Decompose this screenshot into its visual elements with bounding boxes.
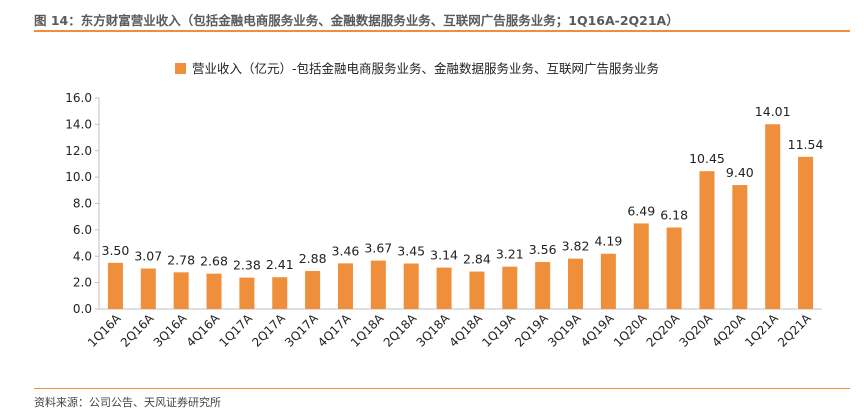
x-tick-label: 4Q19A bbox=[578, 311, 617, 350]
bar bbox=[502, 266, 518, 309]
data-label: 2.68 bbox=[200, 254, 228, 269]
y-tick-label: 10.0 bbox=[65, 170, 92, 184]
bar bbox=[798, 156, 814, 309]
data-label: 2.78 bbox=[167, 252, 195, 267]
data-label: 2.88 bbox=[299, 251, 327, 266]
data-label: 3.50 bbox=[102, 243, 130, 258]
data-label: 6.49 bbox=[627, 203, 655, 218]
data-label: 14.01 bbox=[755, 104, 791, 119]
bar bbox=[403, 263, 419, 309]
x-tick-label: 4Q20A bbox=[709, 311, 748, 350]
y-tick-label: 16.0 bbox=[65, 91, 92, 105]
x-tick-label: 1Q21A bbox=[742, 311, 781, 350]
y-tick-label: 0.0 bbox=[73, 302, 92, 316]
data-label: 3.21 bbox=[496, 247, 524, 262]
x-tick-label: 2Q16A bbox=[118, 311, 157, 350]
x-tick-label: 3Q16A bbox=[151, 311, 190, 350]
x-tick-label: 1Q16A bbox=[85, 311, 124, 350]
footer-rule bbox=[34, 388, 850, 389]
bar bbox=[633, 223, 649, 309]
bar bbox=[732, 185, 748, 309]
legend-label: 营业收入（亿元）-包括金融电商服务业务、金融数据服务业务、互联网广告服务业务 bbox=[192, 61, 659, 76]
y-tick-label: 6.0 bbox=[73, 223, 92, 237]
x-tick-label: 2Q18A bbox=[381, 311, 420, 350]
bar bbox=[535, 262, 551, 309]
bar bbox=[173, 272, 189, 309]
x-tick-label: 2Q21A bbox=[775, 311, 814, 350]
x-tick-label: 2Q20A bbox=[644, 311, 683, 350]
data-label: 3.46 bbox=[332, 243, 360, 258]
data-label: 6.18 bbox=[660, 208, 688, 223]
bar bbox=[666, 227, 682, 309]
x-tick-label: 1Q17A bbox=[216, 311, 255, 350]
y-tick-label: 8.0 bbox=[73, 197, 92, 211]
x-tick-label: 2Q17A bbox=[249, 311, 288, 350]
x-tick-label: 4Q18A bbox=[446, 311, 485, 350]
x-tick-label: 2Q19A bbox=[512, 311, 551, 350]
y-tick-label: 12.0 bbox=[65, 144, 92, 158]
bar bbox=[699, 171, 715, 309]
bar bbox=[239, 277, 255, 309]
bar bbox=[436, 267, 452, 309]
title-rule bbox=[34, 30, 850, 32]
legend-swatch bbox=[175, 63, 186, 74]
data-label: 3.07 bbox=[134, 249, 162, 264]
data-label: 3.82 bbox=[562, 239, 590, 254]
data-label: 3.67 bbox=[364, 241, 392, 256]
x-tick-label: 3Q20A bbox=[677, 311, 716, 350]
data-label: 2.84 bbox=[463, 252, 491, 267]
data-label: 3.56 bbox=[529, 242, 557, 257]
x-tick-label: 3Q18A bbox=[414, 311, 453, 350]
bar bbox=[305, 271, 321, 309]
bar bbox=[337, 263, 353, 309]
source-note: 资料来源：公司公告、天风证券研究所 bbox=[34, 396, 221, 409]
y-tick-label: 14.0 bbox=[65, 117, 92, 131]
data-label: 9.40 bbox=[726, 165, 754, 180]
bar bbox=[107, 262, 123, 309]
y-tick-label: 2.0 bbox=[73, 276, 92, 290]
x-tick-label: 3Q19A bbox=[545, 311, 584, 350]
bar bbox=[600, 253, 616, 309]
x-tick-label: 4Q17A bbox=[315, 311, 354, 350]
data-label: 3.45 bbox=[397, 244, 425, 259]
bar bbox=[469, 271, 485, 309]
x-tick-label: 1Q20A bbox=[611, 311, 650, 350]
data-label: 2.41 bbox=[266, 257, 294, 272]
x-tick-label: 1Q19A bbox=[479, 311, 518, 350]
data-label: 10.45 bbox=[689, 151, 725, 166]
bar-chart: 营业收入（亿元）-包括金融电商服务业务、金融数据服务业务、互联网广告服务业务 0.… bbox=[65, 61, 824, 350]
figure-title: 图 14：东方财富营业收入（包括金融电商服务业务、金融数据服务业务、互联网广告服… bbox=[34, 13, 679, 28]
data-label: 2.38 bbox=[233, 258, 261, 273]
x-tick-label: 1Q18A bbox=[348, 311, 387, 350]
bar bbox=[140, 268, 156, 309]
bar bbox=[206, 273, 222, 309]
bar bbox=[272, 277, 288, 309]
bar bbox=[370, 260, 386, 309]
bar bbox=[765, 124, 781, 309]
x-tick-label: 3Q17A bbox=[282, 311, 321, 350]
data-label: 4.19 bbox=[594, 234, 622, 249]
bar bbox=[568, 258, 584, 309]
data-label: 11.54 bbox=[788, 137, 824, 152]
x-tick-label: 4Q16A bbox=[184, 311, 223, 350]
y-tick-label: 4.0 bbox=[73, 249, 92, 263]
data-label: 3.14 bbox=[430, 248, 458, 263]
